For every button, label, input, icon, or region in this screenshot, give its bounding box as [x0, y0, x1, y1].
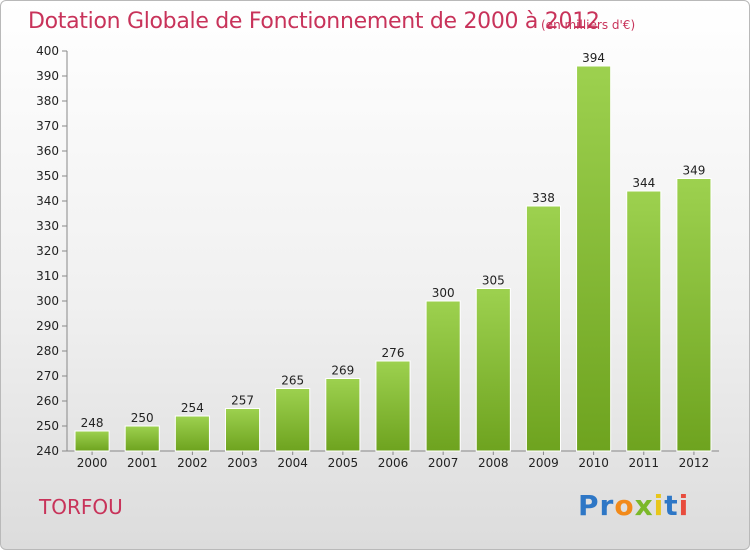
- bar-value-label: 254: [181, 401, 204, 415]
- bar: [224, 408, 261, 452]
- y-tick-label: 390: [36, 69, 59, 83]
- x-tick-label: 2003: [227, 456, 258, 470]
- chart-subtitle: (en milliers d'€): [541, 18, 636, 32]
- bar-value-label: 394: [582, 51, 605, 65]
- x-tick-label: 2009: [528, 456, 559, 470]
- bar: [525, 205, 562, 452]
- bar-value-label: 250: [131, 411, 154, 425]
- y-tick-label: 260: [36, 394, 59, 408]
- y-tick-label: 360: [36, 144, 59, 158]
- bar: [576, 65, 612, 452]
- bar-value-label: 300: [432, 286, 455, 300]
- proxiti-logo[interactable]: Proxiti: [578, 489, 689, 522]
- bar: [124, 425, 160, 452]
- logo-letter: i: [678, 489, 690, 522]
- y-tick-label: 380: [36, 94, 59, 108]
- y-tick-label: 280: [36, 344, 59, 358]
- y-tick-label: 340: [36, 194, 59, 208]
- bar-value-label: 269: [331, 364, 354, 378]
- y-tick-label: 240: [36, 444, 59, 458]
- y-tick-label: 400: [36, 44, 59, 58]
- y-tick-label: 300: [36, 294, 59, 308]
- commune-name: TORFOU: [39, 495, 123, 519]
- bar: [174, 415, 210, 452]
- x-tick-label: 2010: [578, 456, 609, 470]
- y-tick-label: 320: [36, 244, 59, 258]
- bar-value-label: 344: [632, 176, 655, 190]
- x-tick-label: 2006: [378, 456, 409, 470]
- bar: [74, 430, 110, 452]
- y-tick-label: 270: [36, 369, 59, 383]
- x-tick-label: 2002: [177, 456, 208, 470]
- logo-letter: x: [634, 489, 654, 522]
- y-tick-label: 350: [36, 169, 59, 183]
- x-tick-label: 2004: [277, 456, 308, 470]
- logo-letter: t: [664, 489, 679, 522]
- x-tick-label: 2000: [77, 456, 108, 470]
- bar: [425, 300, 461, 452]
- x-tick-label: 2007: [428, 456, 459, 470]
- bar-value-label: 338: [532, 191, 555, 205]
- bar-value-label: 248: [81, 416, 104, 430]
- x-tick-label: 2001: [127, 456, 158, 470]
- bar: [275, 388, 311, 452]
- bar-value-label: 276: [382, 346, 405, 360]
- bar-value-label: 265: [281, 374, 304, 388]
- y-tick-label: 290: [36, 319, 59, 333]
- chart-title: Dotation Globale de Fonctionnement de 20…: [28, 9, 600, 34]
- bar-value-label: 257: [231, 394, 254, 408]
- logo-letter: r: [599, 489, 615, 522]
- bar: [325, 378, 361, 452]
- y-tick-label: 310: [36, 269, 59, 283]
- logo-letter: i: [653, 489, 665, 522]
- bar: [375, 360, 411, 452]
- bar: [475, 288, 511, 452]
- x-tick-label: 2008: [478, 456, 509, 470]
- bar: [676, 178, 712, 452]
- y-tick-label: 370: [36, 119, 59, 133]
- y-tick-label: 250: [36, 419, 59, 433]
- logo-letter: o: [614, 489, 635, 522]
- x-tick-label: 2005: [328, 456, 359, 470]
- y-tick-label: 330: [36, 219, 59, 233]
- bar-value-label: 305: [482, 274, 505, 288]
- logo-letter: P: [578, 489, 600, 522]
- x-tick-label: 2012: [679, 456, 710, 470]
- bar-value-label: 349: [682, 164, 705, 178]
- bar: [626, 190, 662, 452]
- x-tick-label: 2011: [628, 456, 659, 470]
